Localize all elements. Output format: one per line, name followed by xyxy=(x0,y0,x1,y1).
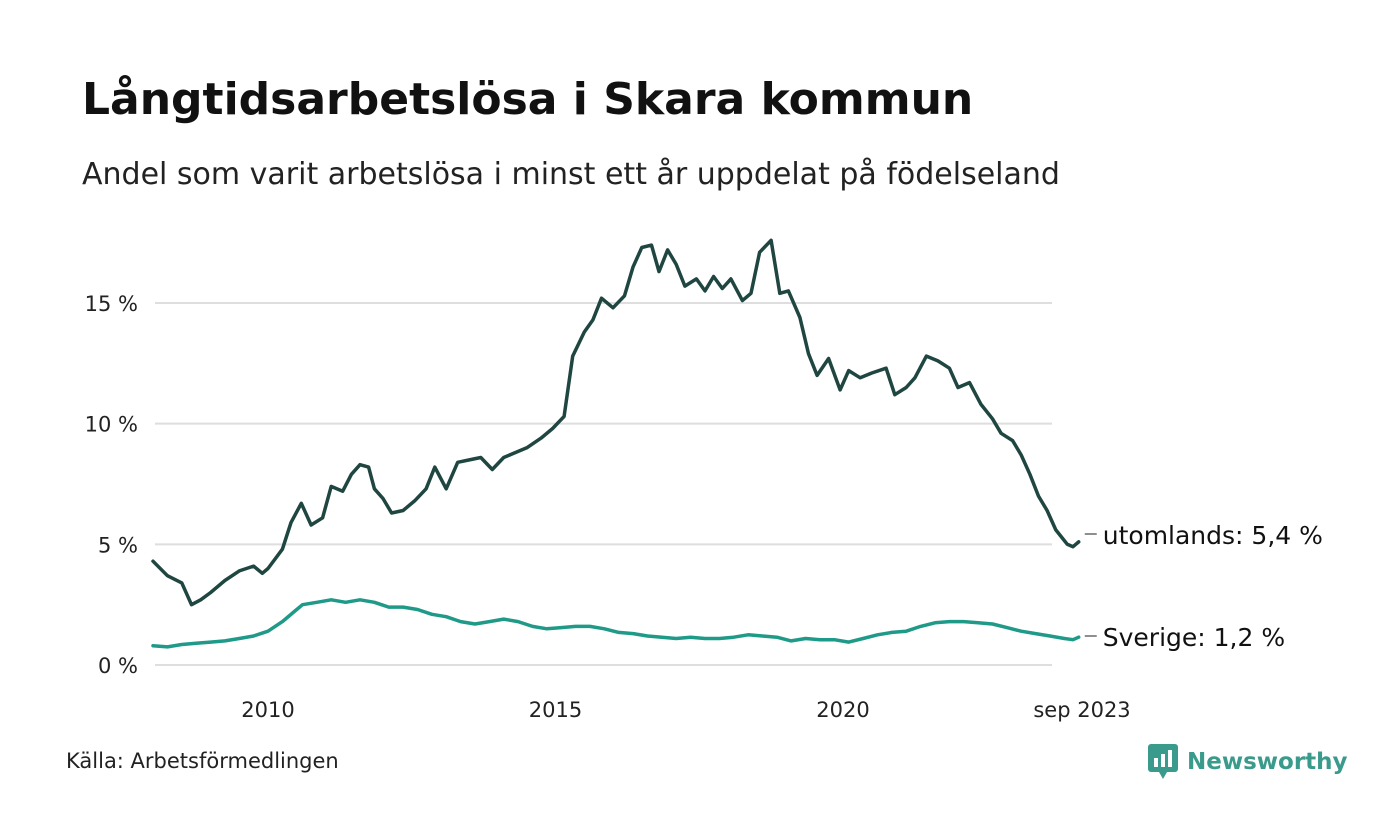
x-tick-label: 2020 xyxy=(816,698,869,722)
y-tick-label: 0 % xyxy=(98,654,138,678)
x-tick-label: 2010 xyxy=(241,698,294,722)
newsworthy-logo-icon xyxy=(1148,744,1178,779)
grid-layer xyxy=(155,302,1052,666)
newsworthy-brand-text: Newsworthy xyxy=(1187,749,1348,775)
y-tick-label: 5 % xyxy=(98,533,138,557)
label-layer: 0 % 5 % 10 % 15 % 2010 2015 2020 sep 2023 utomla… xyxy=(85,292,1323,722)
x-tick-label: sep 2023 xyxy=(1033,698,1130,722)
y-tick-label: 15 % xyxy=(85,292,138,316)
y-tick-label: 10 % xyxy=(85,413,138,437)
series-layer xyxy=(151,238,1081,649)
x-tick-label: 2015 xyxy=(529,698,582,722)
chart-title: Långtidsarbetslösa i Skara kommun xyxy=(82,74,974,125)
end-label-utomlands: utomlands: 5,4 % xyxy=(1103,521,1323,550)
source-note: Källa: Arbetsförmedlingen xyxy=(66,749,339,773)
series-line-utomlands xyxy=(151,238,1081,607)
newsworthy-logo: Newsworthy xyxy=(1148,744,1348,780)
end-label-sverige: Sverige: 1,2 % xyxy=(1103,623,1285,652)
chart-subtitle: Andel som varit arbetslösa i minst ett å… xyxy=(82,157,1060,192)
series-line-sverige xyxy=(151,598,1081,649)
